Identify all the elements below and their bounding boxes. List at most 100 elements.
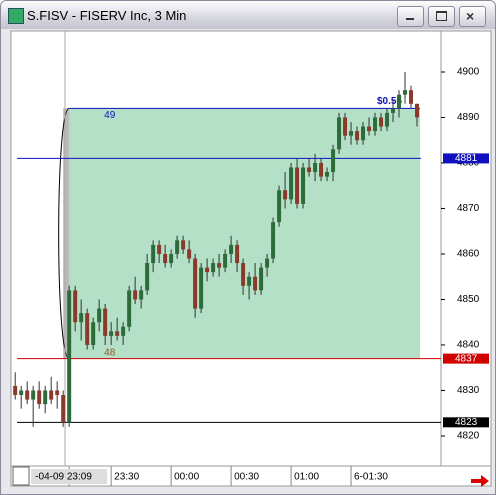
candle-body [109, 331, 114, 336]
candle-body [115, 331, 120, 336]
minimize-button[interactable] [397, 6, 424, 27]
maximize-button[interactable] [428, 6, 455, 27]
candle-body [277, 190, 282, 223]
candle-body [211, 263, 216, 273]
candle-body [337, 117, 342, 150]
y-tick-label: 4820 [457, 431, 480, 442]
x-tick-label: 01:00 [294, 472, 319, 483]
y-tick-label: 4860 [457, 249, 480, 260]
candle-body [247, 276, 252, 286]
candle-body [349, 131, 354, 136]
range-box-shadow [63, 108, 72, 359]
candle-body [223, 253, 228, 268]
candle-body [253, 276, 258, 291]
candle-body [49, 390, 54, 400]
candle-body [175, 240, 180, 254]
candle-body [121, 326, 126, 336]
candle-body [79, 313, 84, 323]
candle-body [181, 240, 186, 250]
candle-body [271, 222, 276, 259]
y-tick-label: 4900 [457, 67, 480, 78]
level-tag [443, 353, 489, 364]
candle-body [31, 390, 36, 400]
candle-body [157, 244, 162, 254]
y-tick-label: 4850 [457, 294, 480, 305]
candle-body [37, 390, 42, 405]
x-tick-label: 23:30 [114, 472, 139, 483]
app-icon [8, 8, 24, 24]
candle-body [13, 385, 18, 396]
candle-body [169, 253, 174, 264]
price-axis [440, 30, 492, 467]
candle-body [151, 244, 156, 264]
candle-body [331, 149, 336, 173]
candle-body [67, 290, 72, 423]
candle-body [229, 244, 234, 254]
candle-body [235, 244, 240, 264]
range-top-label: 49 [104, 110, 116, 121]
candle-body [133, 290, 138, 300]
title-bar: S.FISV - FISERV Inc, 3 Min × [1, 1, 495, 29]
candle-body [25, 390, 30, 400]
level-label: 4823 [455, 417, 478, 428]
candle-body [415, 103, 420, 118]
candle-body [265, 258, 270, 268]
candle-body [61, 395, 66, 423]
scroll-arrow[interactable] [471, 475, 489, 487]
candle-body [307, 167, 312, 173]
y-tick-label: 4890 [457, 112, 480, 123]
candle-body [319, 162, 324, 177]
y-tick-label: 4830 [457, 385, 480, 396]
candle-body [397, 94, 402, 109]
candle-body [199, 267, 204, 309]
candle-body [241, 263, 246, 286]
level-tag [443, 153, 489, 164]
x-tick-label: 00:00 [174, 472, 199, 483]
level-label: 4837 [455, 353, 478, 364]
x-cursor-box [31, 469, 108, 484]
candle-body [43, 390, 48, 405]
level-tag [443, 417, 489, 428]
range-note: $0.55 [377, 96, 402, 107]
candle-body [295, 167, 300, 204]
corner-box[interactable] [12, 466, 30, 486]
candle-body [379, 117, 384, 127]
candle-body [289, 167, 294, 200]
candle-body [409, 90, 414, 104]
y-tick-label: 4840 [457, 340, 480, 351]
candle-body [313, 162, 318, 173]
range-bottom-label: 48 [104, 347, 116, 358]
candle-body [97, 308, 102, 323]
candle-body [19, 390, 24, 396]
candle-body [205, 267, 210, 273]
candle-body [193, 258, 198, 309]
candle-body [343, 117, 348, 136]
y-tick-label: 4870 [457, 203, 480, 214]
candle-body [283, 190, 288, 200]
candle-body [163, 253, 168, 264]
candle-body [103, 308, 108, 336]
candle-body [91, 322, 96, 345]
x-tick-label: 6-01:30 [354, 472, 388, 483]
candle-body [355, 131, 360, 141]
candle-body [301, 167, 306, 204]
candle-body [259, 267, 264, 291]
x-tick-label: 00:30 [234, 472, 259, 483]
candle-body [145, 263, 150, 291]
candle-body [85, 313, 90, 345]
time-axis [10, 465, 492, 487]
candle-body [217, 263, 222, 268]
candle-body [73, 290, 78, 323]
candle-body [373, 117, 378, 132]
range-box [69, 108, 421, 359]
close-button[interactable]: × [459, 6, 486, 27]
window-title: S.FISV - FISERV Inc, 3 Min [27, 8, 187, 23]
candle-body [361, 126, 366, 141]
x-tick-label: -04-09 23:09 [35, 472, 92, 483]
candle-body [127, 290, 132, 327]
candle-body [367, 126, 372, 132]
level-label: 4881 [455, 153, 478, 164]
candle-body [391, 108, 396, 113]
